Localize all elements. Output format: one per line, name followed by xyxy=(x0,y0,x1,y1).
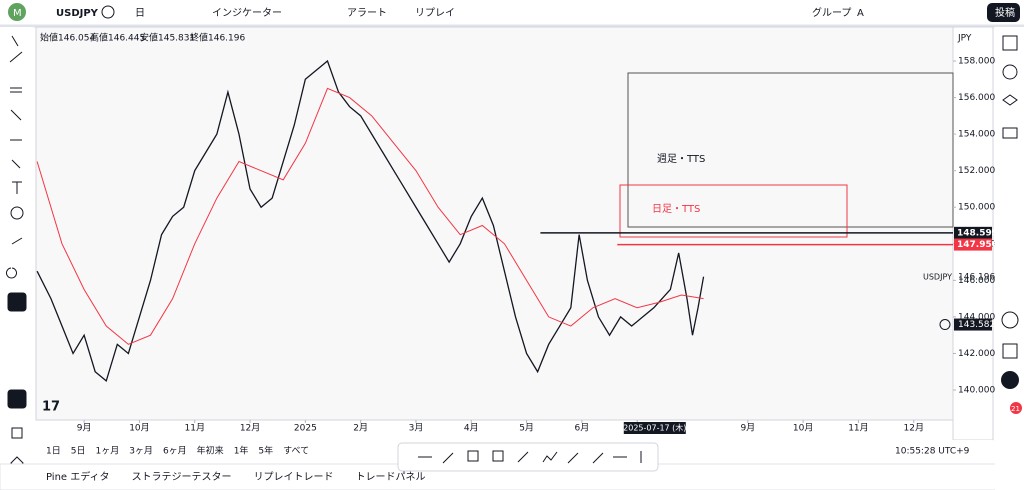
x-tick-label: 12月 xyxy=(240,423,260,434)
cursor-label: 2025-07-17 (木) xyxy=(623,423,686,433)
legend-close: 146.196 xyxy=(208,34,245,44)
x-tick-label: 5月 xyxy=(519,423,534,434)
price-line xyxy=(36,87,704,345)
x-tick-label: 9月 xyxy=(77,423,92,434)
price-tag xyxy=(954,238,992,251)
x-tick-label: 4月 xyxy=(464,423,479,434)
tool-icons xyxy=(6,35,27,470)
price-tag-label: 147.956 xyxy=(957,240,998,250)
clock: 10:55:28 UTC+9 xyxy=(895,447,970,457)
panel-tab[interactable]: ストラテジーテスター xyxy=(132,471,232,483)
y-tick-label: 144.000 xyxy=(958,312,995,322)
y-tick-label: 142.000 xyxy=(958,349,995,359)
price-line xyxy=(36,59,705,383)
plus-button[interactable] xyxy=(939,319,951,331)
layout-letter: A xyxy=(857,8,864,19)
timeframe[interactable]: 5年 xyxy=(258,445,273,457)
drawing-tools xyxy=(418,450,642,464)
y-tick-label: 140.000 xyxy=(958,386,995,396)
symbol[interactable]: USDJPY xyxy=(56,8,99,19)
legend-high-label: 高値 xyxy=(90,32,108,44)
alert[interactable]: アラート xyxy=(347,7,387,19)
cursor-tag xyxy=(623,422,686,434)
timeframe[interactable]: 1年 xyxy=(234,445,249,457)
apps-button[interactable] xyxy=(1001,371,1019,389)
x-tick-label: 2025 xyxy=(294,424,317,434)
tv-logo: 17 xyxy=(42,400,60,415)
timeframe[interactable]: 3ヶ月 xyxy=(129,446,153,457)
x-tick-label: 12月 xyxy=(904,423,924,434)
daily-box[interactable] xyxy=(619,184,848,238)
panel-tab[interactable]: リプレイトレード xyxy=(254,471,334,483)
plot-area xyxy=(35,26,954,421)
last-price-label: 146.196 xyxy=(958,272,995,282)
badge-count: 21 xyxy=(1011,405,1020,413)
weekly-box[interactable] xyxy=(627,72,954,228)
x-tick-label: 2月 xyxy=(353,423,368,434)
x-tick-label: 11月 xyxy=(848,423,868,434)
y-tick-label: 146.000 xyxy=(958,276,995,286)
symbol-tag: USDJPY xyxy=(923,272,952,281)
drawing-toolbar xyxy=(397,442,659,472)
legend-high: 146.445 xyxy=(108,34,145,44)
daily-label: 日足・TTS xyxy=(652,203,700,215)
sidebar-icons xyxy=(1001,35,1019,359)
x-tick-label: 10月 xyxy=(793,423,813,434)
badge xyxy=(1010,402,1022,414)
weekly-label: 週足・TTS xyxy=(657,153,705,165)
timeframe[interactable]: 年初来 xyxy=(197,445,224,457)
y-tick-label: 156.000 xyxy=(958,93,995,103)
legend-open-label: 始値 xyxy=(40,32,58,44)
left-toolbar xyxy=(0,27,33,490)
timeframe[interactable]: 1ヶ月 xyxy=(95,446,119,457)
timeframe[interactable]: 5日 xyxy=(71,446,86,457)
price-tag xyxy=(954,226,992,239)
avatar-letter: M xyxy=(13,8,22,19)
currency: JPY xyxy=(957,34,972,44)
legend-open: 146.054 xyxy=(58,34,95,44)
panel-tab[interactable]: トレードパネル xyxy=(356,471,426,483)
x-tick-label: 10月 xyxy=(129,423,149,434)
replay[interactable]: リプレイ xyxy=(415,7,455,19)
interval[interactable]: 日 xyxy=(135,8,145,19)
crosshair-label: 143.582 xyxy=(958,320,995,330)
timeframe[interactable]: 1日 xyxy=(46,446,61,457)
panel-tab[interactable]: Pine エディタ xyxy=(46,470,110,483)
publish-button[interactable] xyxy=(987,3,1020,22)
indicators[interactable]: インジケーター xyxy=(212,7,282,19)
legend-close-label: 終値 xyxy=(190,32,208,44)
crosshair-tag xyxy=(954,318,992,331)
timeframe[interactable]: すべて xyxy=(283,446,309,457)
x-tick-label: 3月 xyxy=(409,423,424,434)
y-tick-label: 154.000 xyxy=(958,130,995,140)
layout[interactable]: グループ xyxy=(812,6,851,19)
x-tick-label: 11月 xyxy=(185,423,205,434)
legend-low: 145.831 xyxy=(158,34,195,44)
publish: 投稿 xyxy=(995,6,1015,19)
timeframe[interactable]: 6ヶ月 xyxy=(163,446,187,457)
legend-low-label: 安値 xyxy=(140,32,158,44)
add-symbol[interactable] xyxy=(101,5,115,19)
y-tick-label: 152.000 xyxy=(958,166,995,176)
y-tick-label: 150.000 xyxy=(958,203,995,213)
right-sidebar xyxy=(995,27,1024,490)
y-tick-label: 158.000 xyxy=(958,56,995,66)
avatar[interactable] xyxy=(8,3,26,21)
x-tick-label: 6月 xyxy=(575,423,590,434)
x-tick-label: 9月 xyxy=(740,423,755,434)
price-tag-label: 148.599 xyxy=(957,228,998,238)
